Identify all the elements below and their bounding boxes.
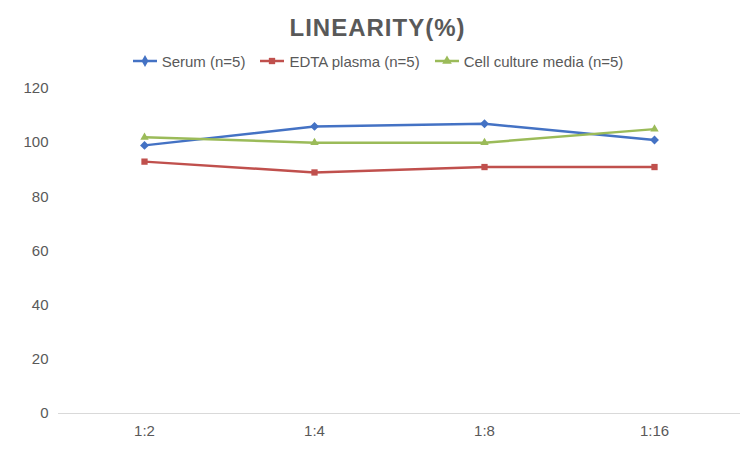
svg-text:80: 80 <box>32 188 49 205</box>
svg-text:1:8: 1:8 <box>474 422 495 439</box>
svg-text:1:2: 1:2 <box>134 422 155 439</box>
svg-text:40: 40 <box>32 296 49 313</box>
html-text:Serum (n=5): Serum (n=5) <box>161 52 246 70</box>
svg-text:0: 0 <box>40 404 48 421</box>
html-text:LINEARITY(%): LINEARITY(%) <box>289 14 466 41</box>
svg-text:120: 120 <box>23 79 48 96</box>
svg-text:1:16: 1:16 <box>640 422 669 439</box>
html-text:EDTA plasma (n=5): EDTA plasma (n=5) <box>289 52 420 70</box>
html-text:Cell culture media (n=5): Cell culture media (n=5) <box>463 52 624 70</box>
svg-text:20: 20 <box>32 350 49 367</box>
svg-text:100: 100 <box>23 133 48 150</box>
svg-text:1:4: 1:4 <box>304 422 325 439</box>
svg-text:60: 60 <box>32 242 49 259</box>
